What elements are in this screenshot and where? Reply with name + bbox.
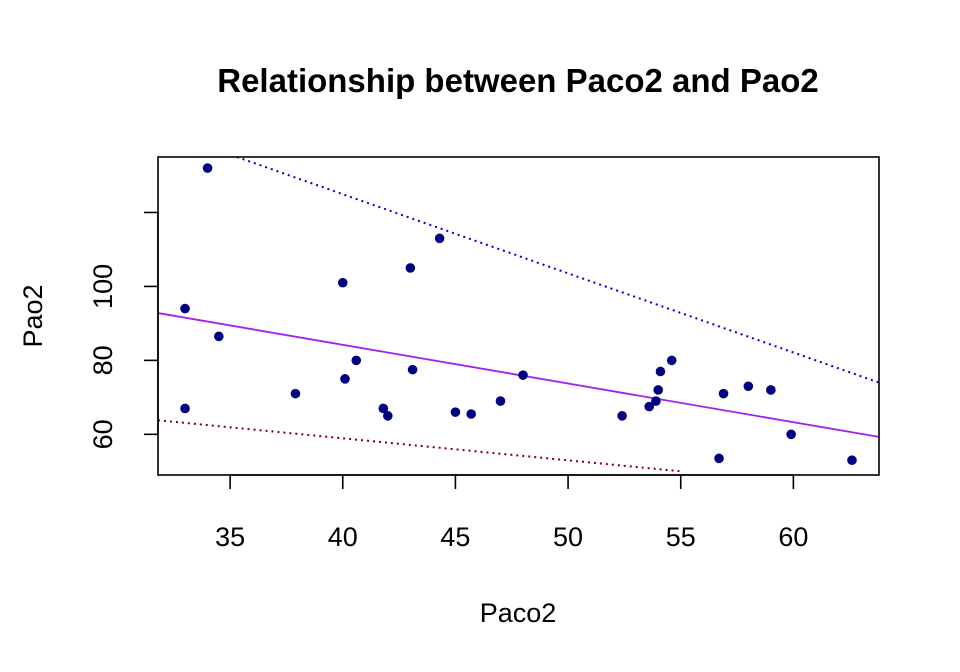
data-point <box>434 233 445 244</box>
data-point <box>405 263 416 273</box>
data-point <box>180 303 190 314</box>
x-tick-label: 45 <box>440 522 470 552</box>
data-points <box>180 163 857 466</box>
plot-frame <box>157 156 880 476</box>
x-tick-label: 50 <box>553 522 583 552</box>
data-point <box>383 411 393 421</box>
y-tick-label: 100 <box>88 264 118 309</box>
y-axis: 60 80 100 <box>88 211 159 449</box>
data-point <box>495 396 506 406</box>
data-point <box>466 409 476 419</box>
data-point <box>718 388 729 399</box>
data-point <box>450 407 461 417</box>
data-point <box>786 429 796 440</box>
x-tick-label: 55 <box>666 522 696 552</box>
y-axis-label: Pao2 <box>18 284 48 347</box>
data-point <box>743 381 754 392</box>
data-point <box>666 355 677 366</box>
data-point <box>617 411 627 421</box>
chart-title: Relationship between Paco2 and Pao2 <box>217 62 819 99</box>
x-axis: 35 40 45 50 55 60 <box>215 474 808 552</box>
data-point <box>202 163 213 173</box>
upper-bound-line <box>236 157 879 384</box>
data-point <box>290 388 301 399</box>
data-point <box>407 364 418 375</box>
data-point <box>651 396 661 406</box>
fit-lines <box>158 157 879 473</box>
data-point <box>518 370 528 380</box>
data-point <box>180 403 190 414</box>
data-point <box>378 403 389 414</box>
data-point <box>653 385 663 395</box>
x-tick-label: 35 <box>215 522 245 552</box>
y-tick-label: 80 <box>88 345 118 375</box>
data-point <box>644 401 654 412</box>
data-point <box>655 366 666 377</box>
data-point <box>214 331 224 342</box>
lower-bound-line <box>158 419 681 473</box>
data-point <box>847 455 857 466</box>
data-point <box>766 385 776 395</box>
data-point <box>351 355 362 366</box>
y-tick-label: 60 <box>88 419 118 449</box>
x-axis-label: Paco2 <box>480 598 557 628</box>
data-point <box>714 453 724 464</box>
data-point <box>337 277 348 288</box>
x-tick-label: 40 <box>328 522 358 552</box>
data-point <box>340 374 350 384</box>
x-tick-label: 60 <box>778 522 808 552</box>
